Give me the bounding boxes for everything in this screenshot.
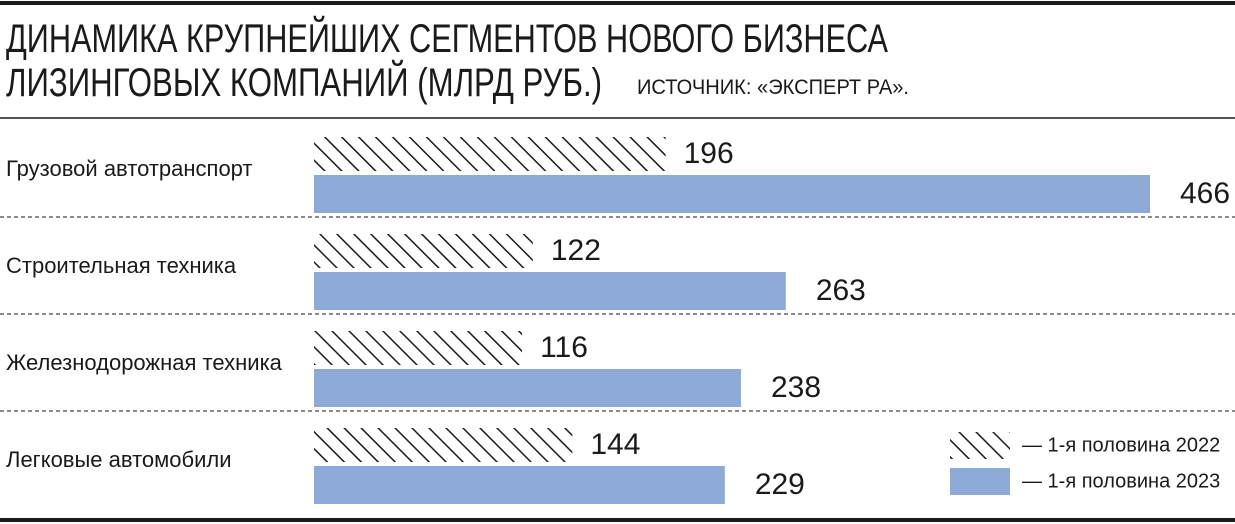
source: ИСТОЧНИК: «ЭКСПЕРТ РА». <box>637 76 909 99</box>
bar <box>314 428 573 462</box>
bar <box>314 175 1150 213</box>
bar <box>314 272 786 310</box>
bar <box>314 137 666 171</box>
category-label: Грузовой автотранспорт <box>6 156 253 181</box>
bar <box>314 331 523 365</box>
legend-swatch <box>950 432 1010 459</box>
value-label: 196 <box>684 137 734 170</box>
value-label: 144 <box>590 428 640 461</box>
value-label: 122 <box>551 234 601 267</box>
category-label: Железнодорожная техника <box>6 350 283 375</box>
legend-label: — 1-я половина 2022 <box>1022 434 1220 456</box>
value-label: 116 <box>540 331 588 364</box>
legend-label: — 1-я половина 2023 <box>1022 470 1220 492</box>
bar <box>314 466 725 504</box>
chart-title: ЛИЗИНГОВЫХ КОМПАНИЙ (МЛРД РУБ.) <box>6 59 602 105</box>
bar <box>314 369 741 407</box>
bar <box>314 234 533 268</box>
chart-title: ДИНАМИКА КРУПНЕЙШИХ СЕГМЕНТОВ НОВОГО БИЗ… <box>6 15 888 61</box>
category-label: Строительная техника <box>6 253 237 278</box>
legend-swatch <box>950 468 1010 495</box>
value-label: 229 <box>755 468 805 501</box>
value-label: 263 <box>816 274 866 307</box>
category-label: Легковые автомобили <box>6 447 232 472</box>
value-label: 466 <box>1180 177 1230 210</box>
value-label: 238 <box>771 371 821 404</box>
